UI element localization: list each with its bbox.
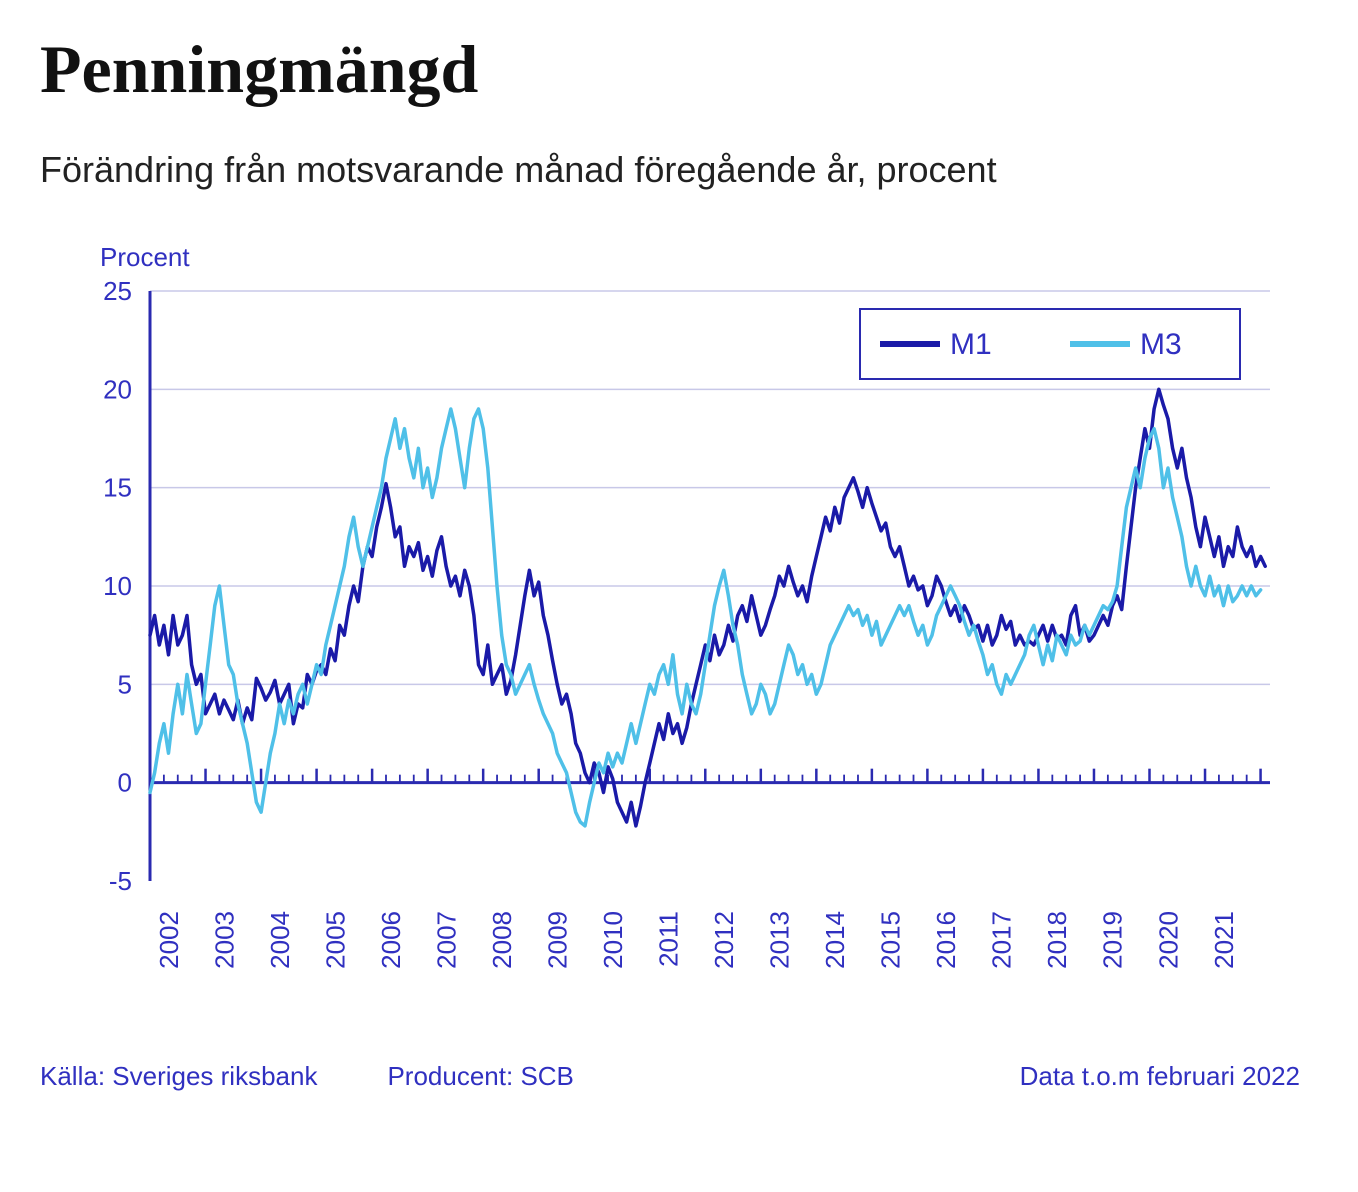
svg-text:Procent: Procent: [100, 242, 190, 272]
svg-text:2009: 2009: [542, 911, 572, 969]
svg-text:2006: 2006: [376, 911, 406, 969]
svg-text:5: 5: [118, 669, 132, 699]
svg-text:-5: -5: [109, 866, 132, 896]
svg-text:2002: 2002: [154, 911, 184, 969]
svg-text:2015: 2015: [876, 911, 906, 969]
svg-text:2007: 2007: [431, 911, 461, 969]
svg-text:0: 0: [118, 768, 132, 798]
svg-text:2010: 2010: [598, 911, 628, 969]
chart-subtitle: Förändring från motsvarande månad föregå…: [40, 149, 1328, 191]
svg-text:2017: 2017: [987, 911, 1017, 969]
svg-text:2003: 2003: [209, 911, 239, 969]
svg-text:M3: M3: [1140, 328, 1182, 361]
svg-text:20: 20: [103, 374, 132, 404]
svg-text:2014: 2014: [820, 911, 850, 969]
date-label: Data t.o.m februari 2022: [1020, 1061, 1300, 1091]
svg-text:25: 25: [103, 276, 132, 306]
chart-footer: Källa: Sveriges riksbank Producent: SCB …: [40, 1061, 1300, 1092]
svg-text:15: 15: [103, 473, 132, 503]
chart-container: Procent -5 0 5 10 15 20 25 2002 2003 2004 2005 2006 2…: [40, 231, 1300, 1051]
svg-text:2012: 2012: [709, 911, 739, 969]
svg-text:2005: 2005: [320, 911, 350, 969]
svg-text:2019: 2019: [1098, 911, 1128, 969]
svg-text:10: 10: [103, 571, 132, 601]
page-title: Penningmängd: [40, 30, 1328, 109]
svg-text:2004: 2004: [265, 911, 295, 969]
svg-text:2020: 2020: [1153, 911, 1183, 969]
line-chart: Procent -5 0 5 10 15 20 25 2002 2003 2004 2005 2006 2…: [40, 231, 1300, 1051]
svg-text:2011: 2011: [654, 911, 684, 967]
svg-text:2013: 2013: [765, 911, 795, 969]
svg-text:2018: 2018: [1042, 911, 1072, 969]
svg-text:2016: 2016: [931, 911, 961, 969]
source-label: Källa: Sveriges riksbank: [40, 1061, 317, 1092]
svg-text:M1: M1: [950, 328, 992, 361]
svg-text:2021: 2021: [1209, 911, 1239, 969]
svg-text:2008: 2008: [487, 911, 517, 969]
producer-label: Producent: SCB: [387, 1061, 573, 1092]
